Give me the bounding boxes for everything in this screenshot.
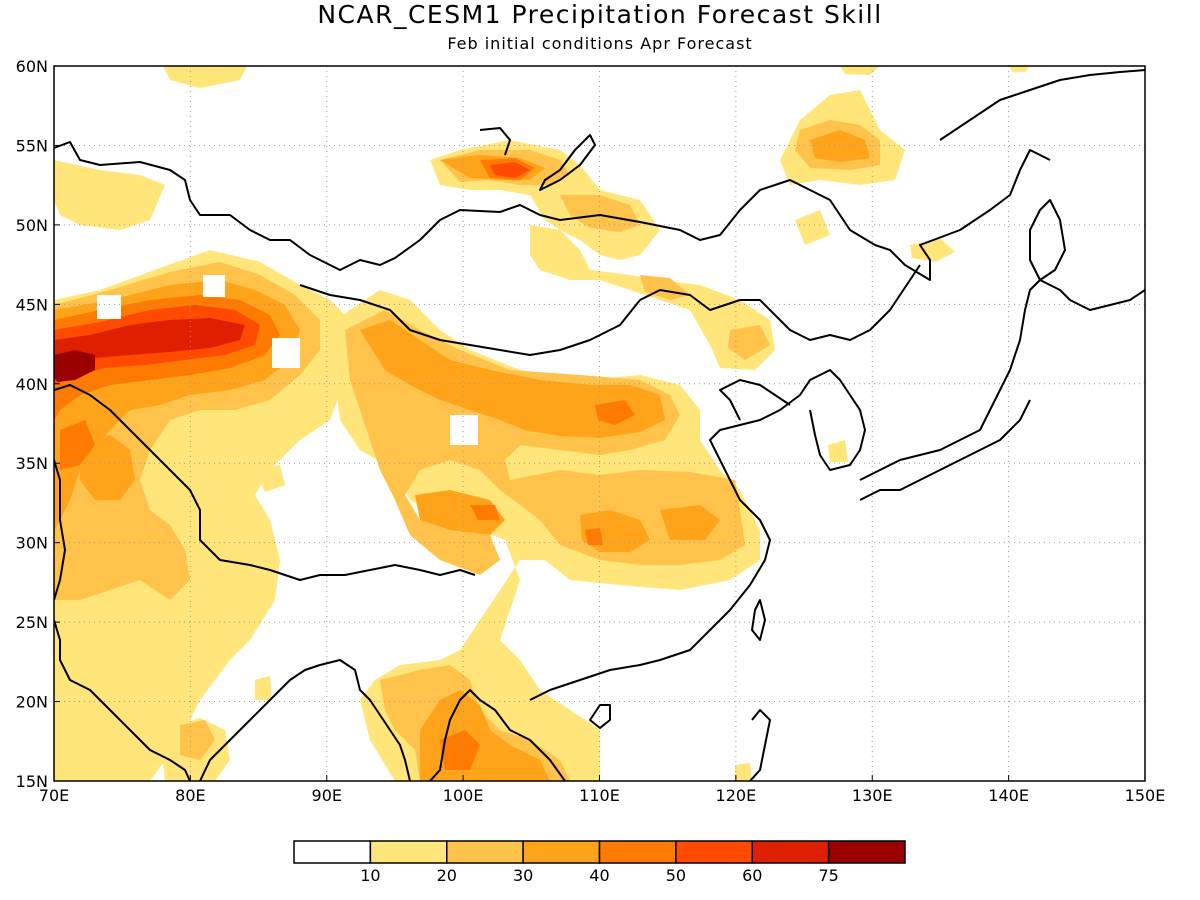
masked-cells (97, 275, 478, 445)
lat-tick-label: 60N (16, 57, 48, 76)
colorbar-swatch (827, 840, 906, 864)
colorbar-swatch (675, 840, 753, 864)
colorbar-swatch (293, 840, 372, 864)
lon-tick-label: 90E (312, 786, 342, 805)
lat-tick-label: 50N (16, 216, 48, 235)
lon-tick-label: 130E (852, 786, 893, 805)
lon-tick-label: 150E (1125, 786, 1166, 805)
lat-tick-label: 55N (16, 136, 48, 155)
skill-level-75 (54, 350, 95, 382)
lon-tick-label: 140E (988, 786, 1029, 805)
longitude-tick-labels: 70E 80E 90E 100E 110E 120E 130E 140E 150E (39, 775, 1166, 805)
colorbar-label: 50 (666, 866, 686, 885)
colorbar-swatch (522, 840, 601, 864)
coastlines-and-borders (54, 69, 1145, 781)
lat-tick-label: 30N (16, 534, 48, 553)
lat-tick-label: 35N (16, 454, 48, 473)
colorbar-label: 20 (437, 866, 457, 885)
lon-tick-label: 120E (716, 786, 757, 805)
colorbar-label: 10 (360, 866, 380, 885)
lon-tick-label: 100E (443, 786, 484, 805)
lat-tick-label: 40N (16, 375, 48, 394)
chart-title: NCAR_CESM1 Precipitation Forecast Skill (317, 0, 883, 29)
skill-shading (54, 66, 1030, 781)
colorbar-label: 75 (818, 866, 838, 885)
colorbar-label: 60 (742, 866, 762, 885)
lat-tick-label: 45N (16, 295, 48, 314)
colorbar-swatch (598, 840, 677, 864)
latitude-tick-labels: 15N 20N 25N 30N 35N 40N 45N 50N 55N 60N (16, 57, 60, 791)
colorbar: 10 20 30 40 50 60 75 (293, 840, 906, 885)
colorbar-label: 30 (513, 866, 533, 885)
colorbar-swatch (751, 840, 830, 864)
lon-tick-label: 110E (579, 786, 620, 805)
lat-tick-label: 25N (16, 613, 48, 632)
lon-tick-label: 80E (175, 786, 205, 805)
colorbar-swatch (369, 840, 448, 864)
colorbar-swatch (446, 840, 524, 864)
lat-tick-label: 15N (16, 772, 48, 791)
lon-tick-label: 70E (39, 786, 69, 805)
skill-level-60 (54, 318, 245, 370)
chart-subtitle: Feb initial conditions Apr Forecast (447, 34, 753, 53)
map-gridlines (54, 66, 1145, 781)
colorbar-label: 40 (589, 866, 609, 885)
lat-tick-label: 20N (16, 693, 48, 712)
